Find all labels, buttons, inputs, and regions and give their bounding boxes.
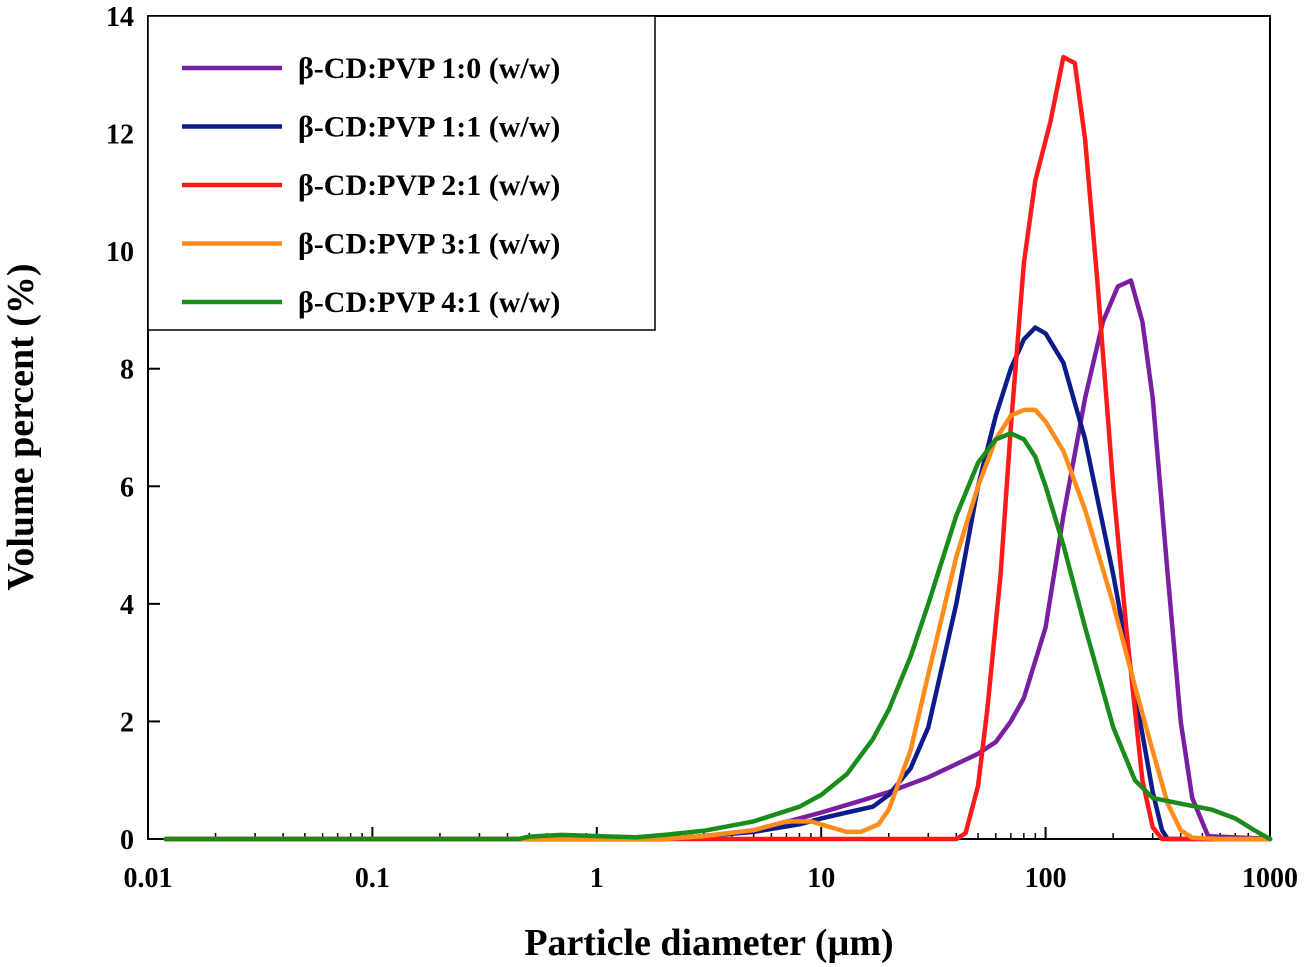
y-tick-label: 4 [120, 590, 134, 621]
x-tick-label: 1000 [1242, 863, 1298, 894]
legend-label-1: β-CD:PVP 1:0 (w/w) [298, 52, 560, 85]
series-line-4 [163, 407, 1273, 842]
legend: β-CD:PVP 1:0 (w/w) β-CD:PVP 1:1 (w/w) β-CD… [147, 15, 656, 331]
legend-label-2: β-CD:PVP 1:1 (w/w) [298, 111, 560, 144]
y-tick-label: 8 [120, 355, 134, 386]
y-axis-ticks: 0 2 4 6 8 10 12 14 [106, 2, 160, 856]
x-tick-label: 100 [1025, 863, 1067, 894]
series-line-5 [163, 431, 1273, 842]
y-tick-label: 12 [106, 120, 134, 151]
x-tick-label: 0.01 [124, 863, 173, 894]
series-line-3 [163, 54, 1273, 842]
y-tick-label: 0 [120, 825, 134, 856]
x-axis-title: Particle diameter (µm) [524, 922, 893, 964]
legend-label-3: β-CD:PVP 2:1 (w/w) [298, 169, 560, 202]
y-tick-label: 2 [120, 707, 134, 738]
x-axis-ticks: 0.01 0.1 1 10 100 1000 [124, 827, 1298, 894]
series-lines [163, 54, 1273, 842]
y-tick-label: 14 [106, 2, 134, 33]
series-line-2 [163, 325, 1273, 842]
legend-label-5: β-CD:PVP 4:1 (w/w) [298, 286, 560, 319]
y-axis-title: Volume percent (%) [0, 263, 42, 590]
x-tick-label: 1 [590, 863, 604, 894]
y-tick-label: 10 [106, 237, 134, 268]
y-tick-label: 6 [120, 472, 134, 503]
x-tick-label: 0.1 [355, 863, 390, 894]
x-tick-label: 10 [807, 863, 835, 894]
legend-label-4: β-CD:PVP 3:1 (w/w) [298, 228, 560, 261]
